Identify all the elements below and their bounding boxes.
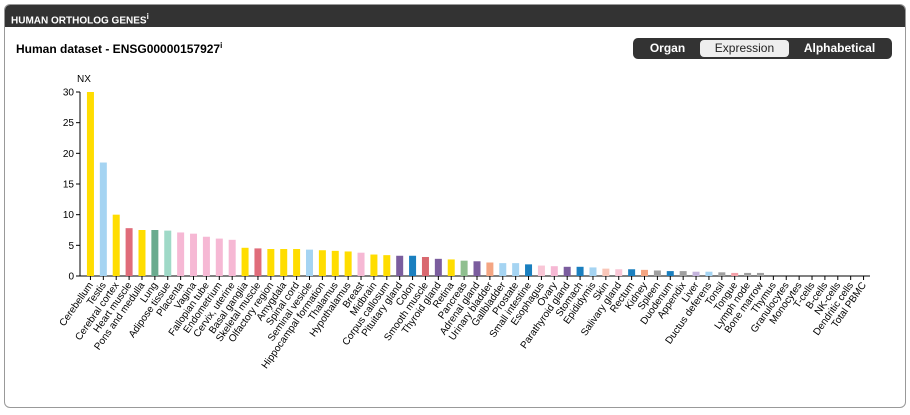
bar xyxy=(357,252,365,276)
bar xyxy=(228,239,236,276)
bar xyxy=(267,249,275,276)
dataset-title: Human dataset - ENSG00000157927 xyxy=(16,42,221,56)
tab-button[interactable]: Expression xyxy=(699,40,789,57)
bar xyxy=(86,92,94,276)
bar xyxy=(705,271,713,276)
bar xyxy=(718,272,726,276)
bar xyxy=(396,255,404,276)
bar xyxy=(190,233,198,276)
bar xyxy=(331,250,339,276)
bar xyxy=(177,232,185,276)
bar xyxy=(241,247,249,276)
bar xyxy=(164,230,172,276)
header: HUMAN ORTHOLOG GENESi xyxy=(5,5,905,27)
tab-button[interactable]: Organ xyxy=(649,41,686,55)
y-tick-label: 30 xyxy=(63,88,75,99)
header-title: HUMAN ORTHOLOG GENES xyxy=(11,15,147,27)
bar xyxy=(756,272,764,276)
button-group: Organ Expression Alphabetical xyxy=(633,38,892,59)
bar xyxy=(692,271,700,276)
bar xyxy=(421,256,429,276)
y-tick-label: 20 xyxy=(63,149,75,160)
bar xyxy=(602,268,610,276)
bar xyxy=(666,271,674,276)
y-tick-label: 25 xyxy=(63,118,75,129)
bar xyxy=(215,238,223,276)
bar xyxy=(125,228,133,276)
bar xyxy=(537,265,545,276)
bar xyxy=(202,236,210,276)
info-icon[interactable]: i xyxy=(220,41,223,50)
bar xyxy=(550,266,558,276)
bar xyxy=(512,263,520,276)
bar xyxy=(473,261,481,276)
y-tick-label: 10 xyxy=(63,210,75,221)
bar xyxy=(744,272,752,276)
bar xyxy=(563,266,571,276)
tab-button[interactable]: Alphabetical xyxy=(803,41,876,55)
bar xyxy=(641,269,649,276)
bar xyxy=(499,263,507,276)
bar xyxy=(370,254,378,276)
bar xyxy=(305,249,313,276)
bar xyxy=(280,249,288,276)
bar xyxy=(447,259,455,276)
bar xyxy=(615,269,623,276)
info-icon[interactable]: i xyxy=(146,12,149,21)
bar xyxy=(653,270,661,276)
bar xyxy=(731,272,739,276)
bar xyxy=(383,255,391,276)
bar xyxy=(138,230,146,276)
panel-title: Human dataset - ENSG00000157927i xyxy=(16,41,222,56)
bar xyxy=(460,260,468,276)
y-tick-label: 15 xyxy=(63,180,75,191)
bar xyxy=(628,269,636,276)
bar xyxy=(151,230,159,276)
bar xyxy=(254,248,262,276)
bar xyxy=(525,264,533,276)
y-axis-label: NX xyxy=(77,74,91,85)
bar xyxy=(293,249,301,276)
bar xyxy=(409,255,417,276)
bar xyxy=(434,258,442,276)
panel: HUMAN ORTHOLOG GENESi Human dataset - EN… xyxy=(4,4,906,408)
y-tick-label: 5 xyxy=(68,241,74,252)
bar xyxy=(344,251,352,276)
bar xyxy=(99,162,107,276)
bar xyxy=(486,262,494,276)
bar xyxy=(318,250,326,276)
bar xyxy=(576,266,584,276)
y-tick-label: 0 xyxy=(68,272,74,283)
bar xyxy=(679,271,687,276)
bar xyxy=(112,214,120,276)
bar xyxy=(589,267,597,276)
